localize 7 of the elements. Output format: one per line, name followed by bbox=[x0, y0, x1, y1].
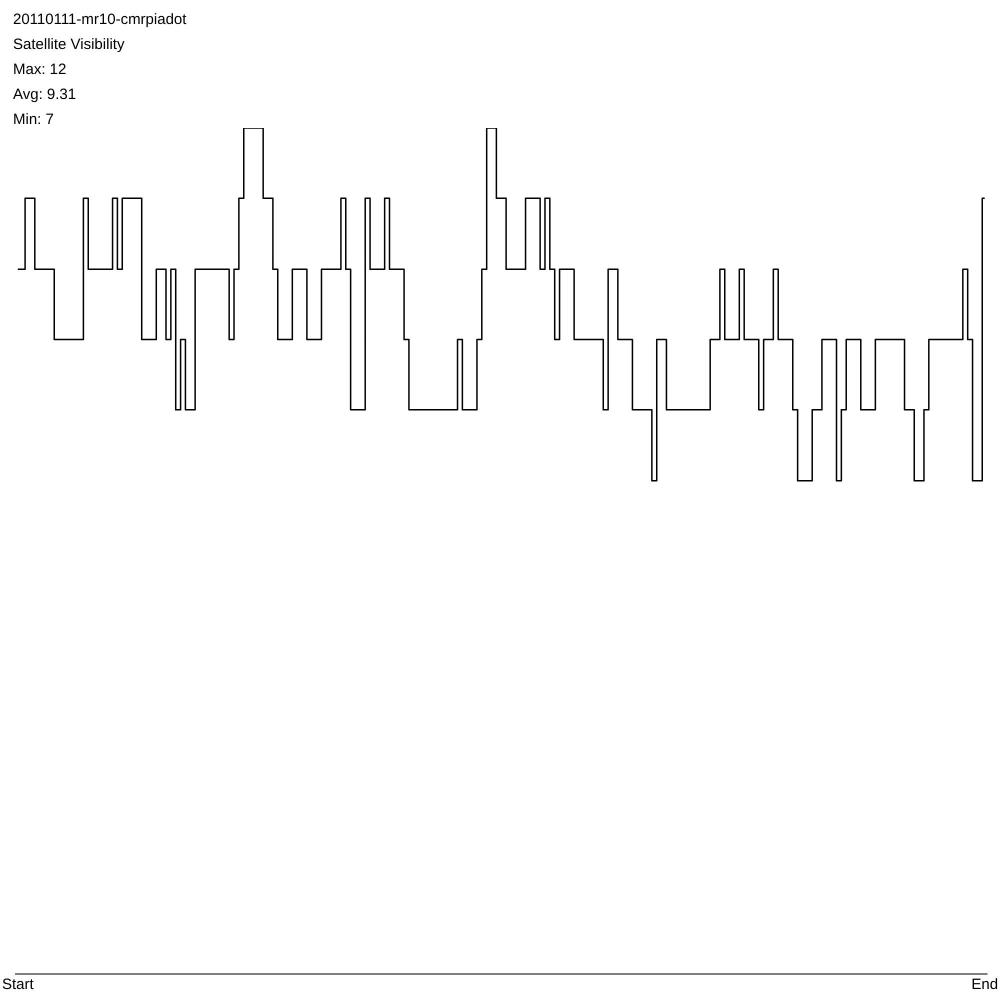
x-tick-label: Start bbox=[2, 976, 34, 994]
text: Max: 12 bbox=[13, 60, 68, 79]
x-tick-label: End bbox=[971, 976, 998, 994]
chart-title: 20110111-mr10-cmrpiadot bbox=[13, 10, 188, 29]
text: Avg: 9.31 bbox=[13, 85, 78, 104]
annotation: Min: 7 bbox=[13, 110, 55, 129]
chart-subtitle: Satellite Visibility bbox=[13, 35, 126, 54]
